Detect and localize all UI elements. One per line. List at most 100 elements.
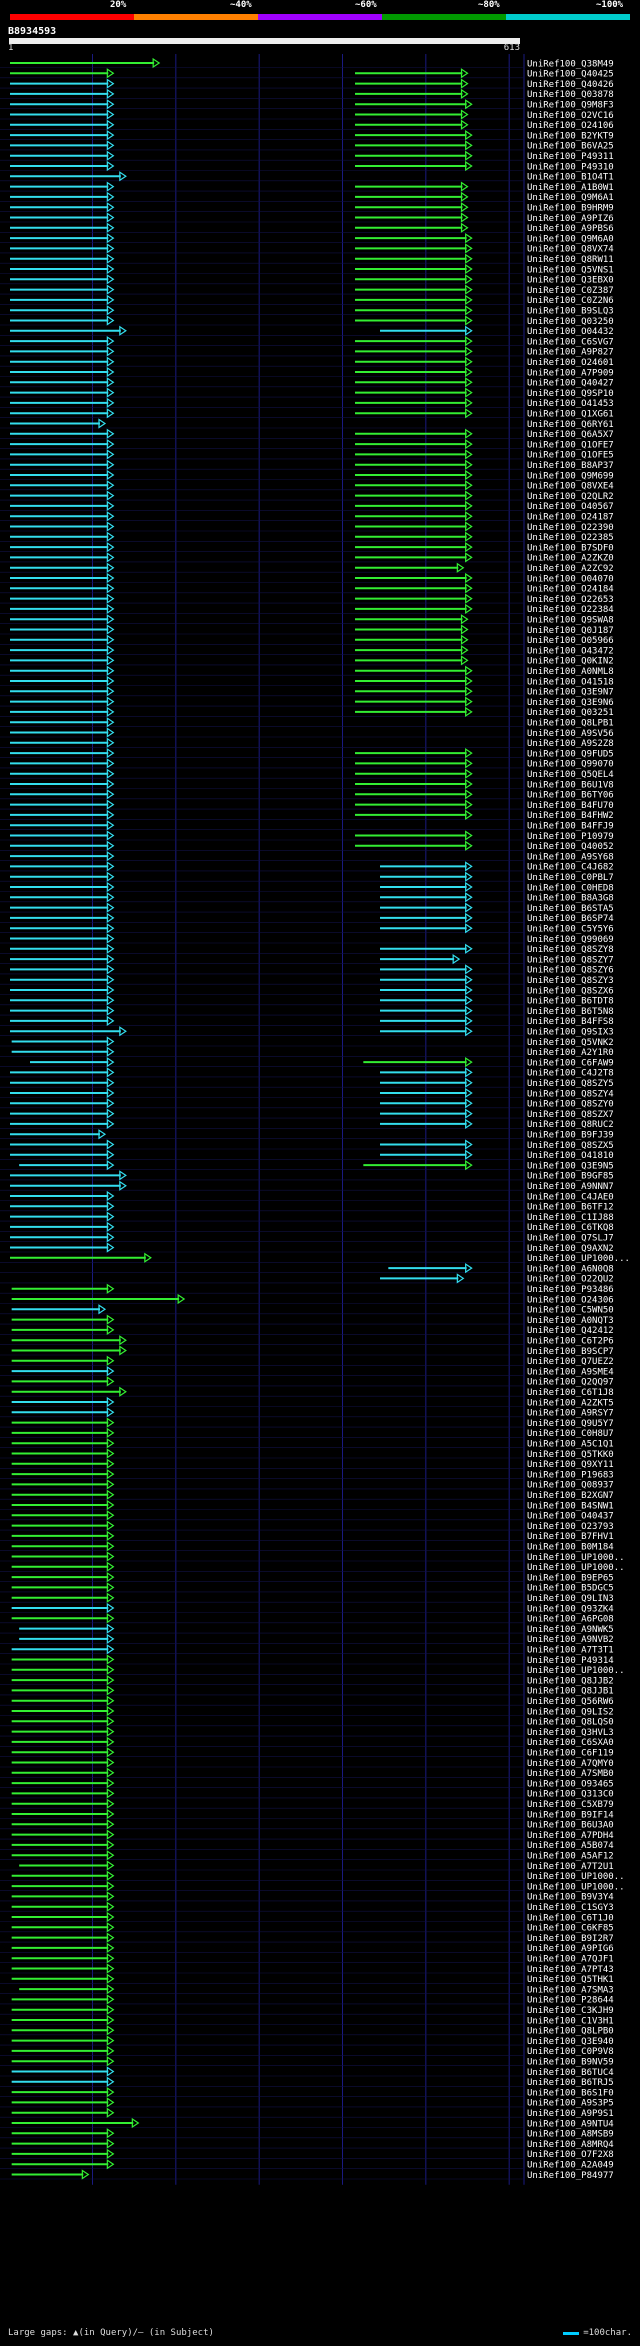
- hit-label: UniRef100_Q40427: [527, 379, 614, 389]
- hit-arrow: [106, 850, 115, 862]
- hit-arrow: [106, 1592, 115, 1603]
- color-band-orange: [134, 14, 258, 20]
- hit-label: UniRef100_O93465: [527, 1779, 614, 1789]
- hit-arrow: [465, 140, 473, 151]
- hit-arrow: [106, 1468, 115, 1480]
- hit-arrow: [465, 408, 473, 419]
- hit-arrow: [465, 274, 473, 285]
- hit-label: UniRef100_Q8SZY8: [527, 945, 614, 955]
- hit-arrow: [465, 881, 473, 893]
- hit-label: UniRef100_Q7UEZ2: [527, 1357, 614, 1367]
- hit-arrow: [465, 1118, 473, 1130]
- hit-arrow: [106, 778, 115, 790]
- hit-arrow: [465, 809, 473, 821]
- hit-arrow: [106, 1633, 115, 1645]
- hit-label: UniRef100_A9PIG6: [527, 1944, 614, 1954]
- hit-arrow: [465, 984, 473, 996]
- hit-arrow: [106, 1644, 115, 1655]
- hit-arrow: [106, 696, 115, 707]
- hit-arrow: [106, 150, 115, 161]
- hit-label: UniRef100_A9RSY7: [527, 1409, 614, 1419]
- hit-arrow: [106, 1994, 115, 2005]
- hit-label: UniRef100_Q9M8F3: [527, 101, 614, 111]
- hit-arrow: [106, 953, 115, 965]
- hit-label: UniRef100_C6SXA0: [527, 1738, 614, 1748]
- hit-label: UniRef100_A5B074: [527, 1841, 614, 1851]
- hit-arrow: [106, 933, 115, 944]
- hit-label: UniRef100_Q9LIS2: [527, 1707, 614, 1717]
- hit-arrow: [465, 500, 473, 512]
- hit-arrow: [106, 541, 115, 553]
- hit-label: UniRef100_A2ZKT5: [527, 1398, 614, 1408]
- hit-arrow: [106, 974, 115, 985]
- hit-arrow: [106, 284, 115, 295]
- hit-arrow: [106, 1510, 115, 1521]
- hit-arrow: [106, 1963, 115, 1974]
- hit-label: UniRef100_B6VA25: [527, 142, 614, 152]
- hit-label: UniRef100_C1SGY3: [527, 1903, 614, 1913]
- hit-arrow: [106, 943, 115, 954]
- query-ruler: 1 613: [8, 43, 520, 54]
- hit-arrow: [106, 1829, 115, 1840]
- hit-label: UniRef100_B9NV59: [527, 2058, 614, 2068]
- hit-arrow: [106, 1901, 115, 1912]
- hit-label: UniRef100_C5XB79: [527, 1800, 614, 1810]
- hit-arrow: [106, 1211, 115, 1222]
- hit-label: UniRef100_B9FJ39: [527, 1131, 614, 1141]
- hit-arrow: [106, 1850, 115, 1861]
- hit-arrow: [465, 758, 473, 769]
- hit-arrow: [106, 1973, 115, 1984]
- hit-label: UniRef100_Q8JJB2: [527, 1676, 614, 1686]
- hit-label: UniRef100_A9PBS6: [527, 224, 614, 234]
- hit-label: UniRef100_Q8SZY4: [527, 1089, 614, 1099]
- hit-arrow: [177, 1293, 186, 1305]
- hit-label: UniRef100_A0NML8: [527, 667, 614, 677]
- hit-arrow: [106, 408, 115, 419]
- hit-arrow: [465, 902, 473, 913]
- hit-arrow: [465, 1139, 473, 1150]
- hit-label: UniRef100_A9PIZ6: [527, 214, 614, 224]
- hit-arrow: [456, 562, 465, 573]
- hit-arrow: [106, 665, 115, 676]
- hit-arrow: [106, 614, 115, 625]
- hit-arrow: [106, 109, 115, 120]
- hit-label: UniRef100_B9SCP7: [527, 1347, 614, 1357]
- scale-swatch: [563, 2331, 580, 2335]
- hit-arrow: [106, 1880, 115, 1892]
- hit-label: UniRef100_O23793: [527, 1522, 614, 1532]
- hit-label: UniRef100_Q8SZX7: [527, 1110, 614, 1120]
- hit-arrow: [106, 572, 115, 584]
- hit-arrow: [460, 109, 469, 120]
- hit-arrow: [106, 634, 115, 645]
- footer: Large gaps: ▲(in Query)/– (in Subject) =…: [8, 2326, 632, 2342]
- hit-label: UniRef100_O22QU2: [527, 1275, 614, 1285]
- hit-label: UniRef100_A7T3T1: [527, 1646, 614, 1656]
- color-band-green: [382, 14, 506, 20]
- hit-arrow: [106, 2138, 115, 2149]
- hit-label: UniRef100_B6TY06: [527, 791, 614, 801]
- hit-label: UniRef100_O41518: [527, 677, 614, 687]
- hit-label: UniRef100_B1O4T1: [527, 173, 614, 183]
- hit-arrow: [106, 1499, 115, 1511]
- hit-arrow: [452, 953, 461, 965]
- hit-arrow: [106, 2128, 115, 2139]
- hit-arrow: [106, 387, 115, 398]
- hit-label: UniRef100_B5DGC5: [527, 1584, 614, 1594]
- hit-label: UniRef100_Q8SZY7: [527, 955, 614, 965]
- hit-label: UniRef100_Q3EBX0: [527, 276, 614, 286]
- hit-arrow: [460, 624, 469, 635]
- hit-label: UniRef100_Q5TKK0: [527, 1450, 614, 1460]
- hit-arrow: [465, 243, 473, 254]
- hit-label: UniRef100_Q2QQ97: [527, 1378, 614, 1388]
- hit-arrow: [106, 428, 115, 439]
- hit-label: UniRef100_Q9LIN3: [527, 1594, 614, 1604]
- hit-label: UniRef100_O7F2X8: [527, 2150, 614, 2160]
- hit-label: UniRef100_Q9U5Y7: [527, 1419, 614, 1429]
- hit-arrow: [465, 861, 473, 872]
- hit-arrow: [106, 686, 115, 697]
- hit-label: UniRef100_B6S1F0: [527, 2088, 614, 2098]
- hit-label: UniRef100_B4SNW1: [527, 1501, 614, 1511]
- hit-arrow: [465, 1026, 473, 1037]
- hit-label: UniRef100_UP1000..: [527, 1666, 625, 1676]
- hit-arrow: [465, 1077, 473, 1088]
